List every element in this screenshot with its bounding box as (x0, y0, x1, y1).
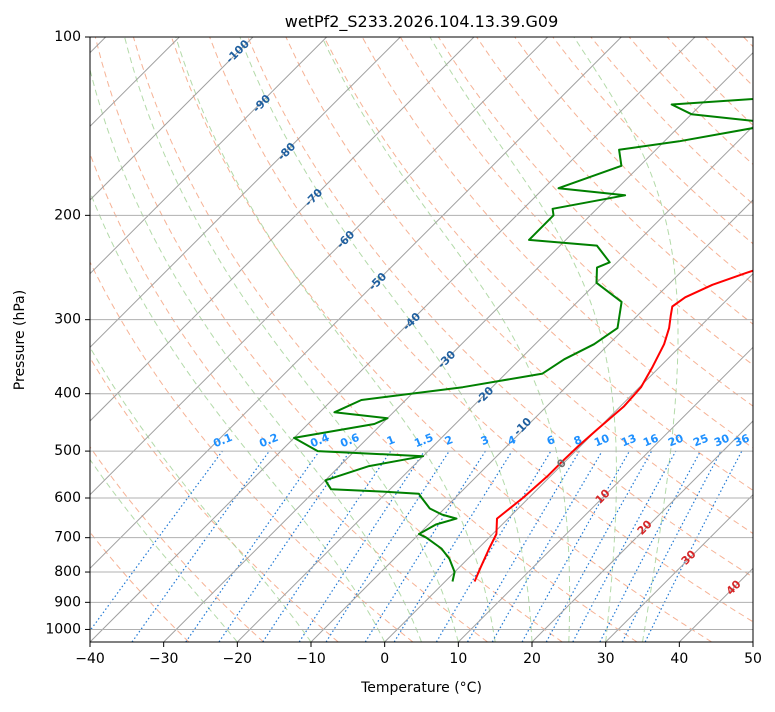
x-tick-label: 20 (523, 651, 541, 667)
x-tick-label: 10 (449, 651, 467, 667)
y-tick-label: 200 (54, 207, 81, 223)
x-axis-label: Temperature (°C) (360, 680, 482, 696)
x-tick-label: 0 (380, 651, 389, 667)
x-tick-label: −20 (223, 651, 253, 667)
y-axis-label: Pressure (hPa) (12, 290, 28, 390)
x-tick-label: 40 (670, 651, 688, 667)
y-tick-label: 700 (54, 530, 81, 546)
y-tick-label: 400 (54, 386, 81, 402)
y-tick-label: 500 (54, 443, 81, 459)
x-tick-label: −10 (296, 651, 326, 667)
y-tick-label: 900 (54, 594, 81, 610)
y-tick-label: 100 (54, 29, 81, 45)
x-tick-label: 50 (744, 651, 762, 667)
y-tick-label: 600 (54, 490, 81, 506)
y-tick-label: 1000 (45, 621, 81, 637)
chart-title: wetPf2_S233.2026.104.13.39.G09 (285, 12, 559, 32)
y-tick-label: 800 (54, 564, 81, 580)
y-tick-label: 300 (54, 312, 81, 328)
x-tick-label: 30 (597, 651, 615, 667)
x-tick-label: −40 (75, 651, 105, 667)
x-tick-label: −30 (149, 651, 179, 667)
